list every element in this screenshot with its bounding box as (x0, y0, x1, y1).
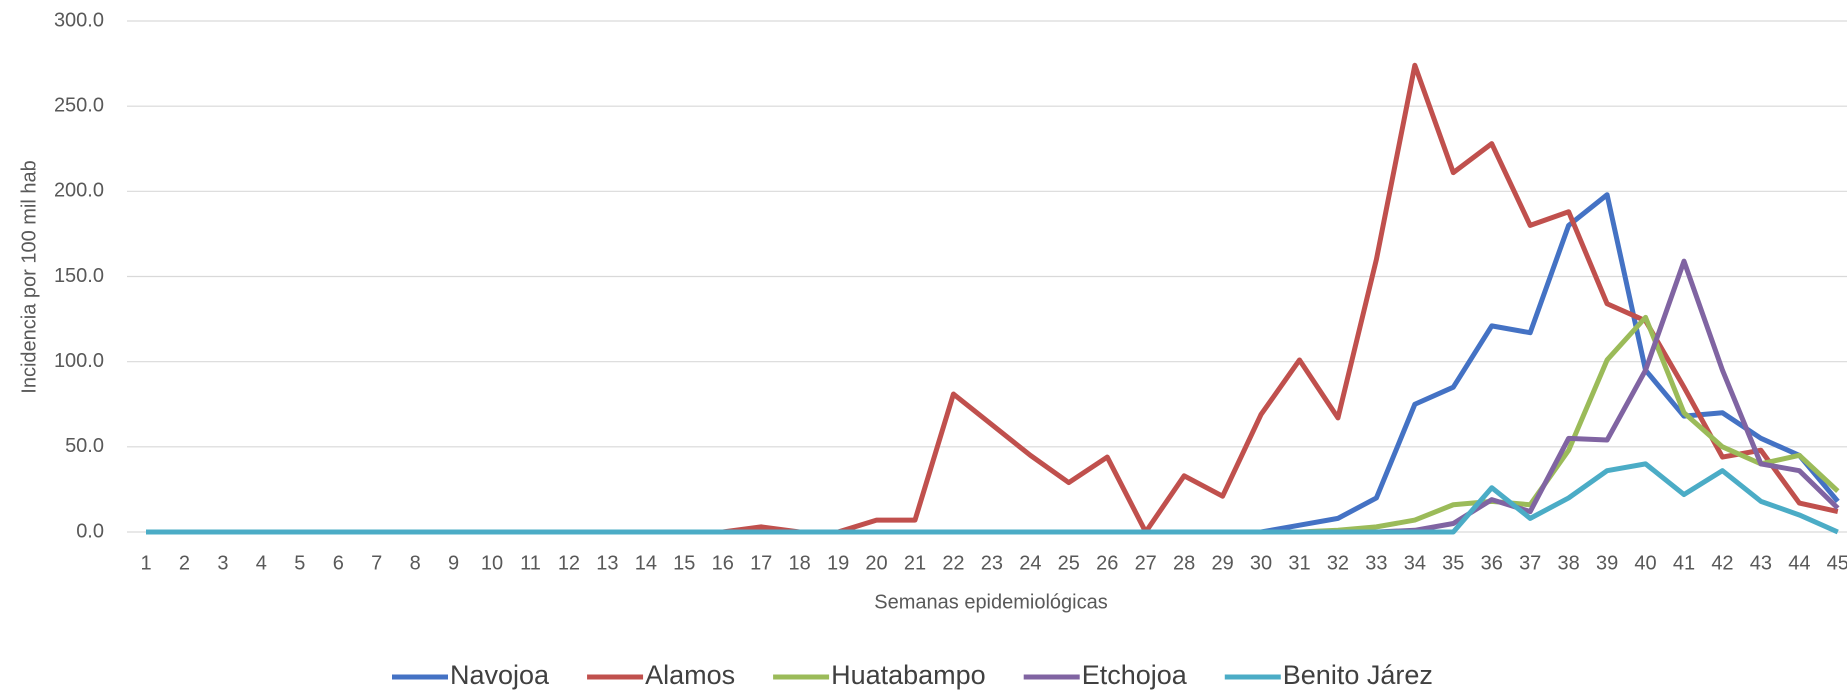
y-tick-label: 0.0 (76, 520, 104, 542)
x-tick-label: 29 (1211, 552, 1233, 574)
x-tick-label: 32 (1327, 552, 1349, 574)
x-tick-label: 3 (217, 552, 228, 574)
legend-label: Alamos (645, 660, 735, 690)
legend-label: Huatabampo (831, 660, 986, 690)
x-tick-label: 41 (1673, 552, 1695, 574)
x-tick-label: 11 (520, 552, 541, 574)
x-tick-label: 44 (1788, 552, 1810, 574)
x-tick-label: 14 (635, 552, 657, 574)
y-tick-label: 250.0 (54, 94, 104, 116)
x-tick-label: 27 (1135, 552, 1157, 574)
y-tick-label: 50.0 (65, 435, 104, 457)
x-tick-label: 9 (448, 552, 459, 574)
y-tick-label: 300.0 (54, 9, 104, 31)
x-tick-label: 4 (256, 552, 267, 574)
x-tick-label: 10 (481, 552, 503, 574)
x-tick-label: 8 (410, 552, 421, 574)
x-tick-label: 43 (1750, 552, 1772, 574)
x-tick-label: 15 (673, 552, 695, 574)
x-tick-label: 13 (596, 552, 618, 574)
x-tick-label: 18 (789, 552, 811, 574)
y-tick-label: 150.0 (54, 265, 104, 287)
y-tick-label: 100.0 (54, 350, 104, 372)
x-tick-label: 33 (1365, 552, 1387, 574)
x-tick-label: 5 (294, 552, 305, 574)
x-tick-label: 45 (1827, 552, 1847, 574)
x-tick-label: 31 (1288, 552, 1310, 574)
x-tick-label: 23 (981, 552, 1003, 574)
x-tick-label: 30 (1250, 552, 1272, 574)
x-tick-label: 16 (712, 552, 734, 574)
x-tick-label: 2 (179, 552, 190, 574)
y-axis-title: Incidencia por 100 mil hab (18, 160, 40, 393)
legend: Navojoa Alamos Huatabampo Etchojoa Benito Já… (392, 660, 1433, 690)
x-tick-label: 12 (558, 552, 580, 574)
x-tick-label: 35 (1442, 552, 1464, 574)
y-tick-label: 200.0 (54, 180, 104, 202)
x-tick-label: 1 (140, 552, 151, 574)
x-tick-label: 6 (333, 552, 344, 574)
x-tick-label: 7 (371, 552, 382, 574)
legend-label: Navojoa (450, 660, 550, 690)
x-tick-label: 20 (865, 552, 887, 574)
x-tick-label: 21 (904, 552, 926, 574)
series-line (146, 65, 1838, 532)
x-tick-label: 39 (1596, 552, 1618, 574)
x-tick-label: 17 (750, 552, 772, 574)
x-tick-label: 36 (1481, 552, 1503, 574)
x-tick-label: 22 (942, 552, 964, 574)
x-tick-label: 24 (1019, 552, 1041, 574)
x-tick-label: 38 (1558, 552, 1580, 574)
chart: Incidencia por 100 mil hab Semanas epide… (0, 0, 1847, 692)
series-line (146, 464, 1838, 532)
x-tick-label: 25 (1058, 552, 1080, 574)
x-tick-label: 37 (1519, 552, 1541, 574)
x-tick-label: 28 (1173, 552, 1195, 574)
x-tick-label: 34 (1404, 552, 1426, 574)
x-tick-label: 26 (1096, 552, 1118, 574)
x-tick-label: 42 (1711, 552, 1733, 574)
series-line (146, 261, 1838, 532)
x-tick-label: 40 (1634, 552, 1656, 574)
x-tick-label: 19 (827, 552, 849, 574)
legend-label: Benito Járez (1283, 660, 1433, 690)
x-axis-title: Semanas epidemiológicas (874, 591, 1107, 613)
legend-label: Etchojoa (1082, 660, 1188, 690)
